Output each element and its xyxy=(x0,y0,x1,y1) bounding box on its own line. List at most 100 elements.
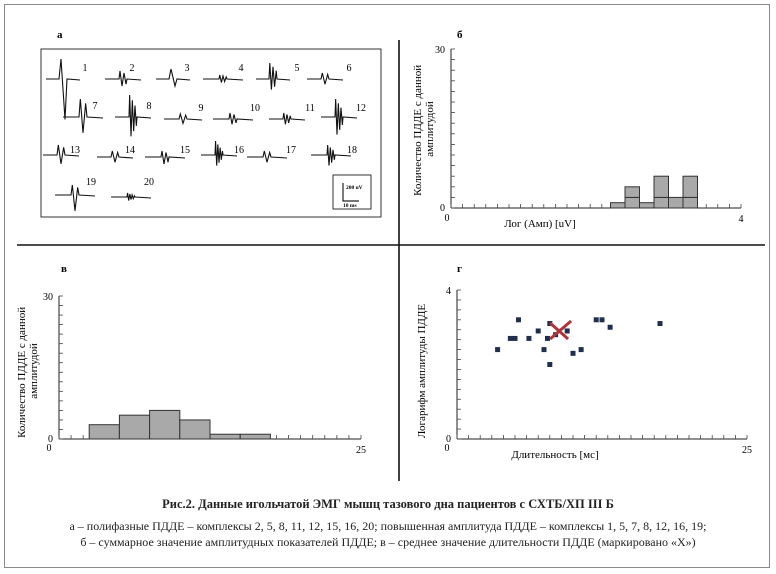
b-bar xyxy=(653,196,669,209)
emg-complex-label: 13 xyxy=(70,145,80,156)
emg-complex-label: 1 xyxy=(83,63,88,74)
emg-frame xyxy=(40,48,382,218)
d-point xyxy=(657,321,663,327)
emg-complex-label: 17 xyxy=(286,145,296,156)
d-point xyxy=(547,362,553,367)
panel-label-d: г xyxy=(457,263,462,275)
caption-line1: а – полифазные ПДДЕ – комплексы 2, 5, 8,… xyxy=(69,519,707,533)
d-point xyxy=(578,347,584,353)
c-bar xyxy=(118,414,151,440)
emg-trace xyxy=(321,98,358,135)
emg-trace xyxy=(201,140,238,166)
b-y-axis-label-line1: Количество ПДДЕ с данной xyxy=(412,65,424,196)
emg-trace xyxy=(55,184,96,211)
emg-trace xyxy=(256,62,291,90)
d-y-tick-label: 4 xyxy=(446,286,451,297)
emg-complex-label: 14 xyxy=(125,145,135,156)
d-point xyxy=(515,317,521,323)
b-bar-stacked xyxy=(653,175,669,198)
d-point xyxy=(541,347,547,353)
scale-time-label: 10 ms xyxy=(343,203,357,209)
emg-trace xyxy=(43,144,80,164)
b-bar-stacked xyxy=(682,175,698,198)
d-mean-marker xyxy=(549,319,573,341)
b-bar xyxy=(624,196,640,209)
d-point xyxy=(593,317,599,323)
b-bar xyxy=(668,196,684,209)
emg-complex-label: 20 xyxy=(144,177,154,188)
caption-line2: б – суммарное значение амплитудных показ… xyxy=(80,535,696,549)
d-point xyxy=(607,324,613,330)
emg-trace xyxy=(111,192,152,201)
c-y-axis-label-line2: амплитудой xyxy=(28,343,40,399)
panel-label-c: в xyxy=(61,263,67,275)
emg-trace xyxy=(156,68,191,89)
b-x-tick-label-zero: 0 xyxy=(445,213,450,224)
emg-complex-label: 5 xyxy=(295,63,300,74)
b-bar xyxy=(639,202,655,209)
c-bar xyxy=(149,409,181,440)
emg-trace xyxy=(269,112,306,125)
emg-complex-label: 12 xyxy=(356,103,366,114)
c-y-axis-label-line1: Количество ПДДЕ с данной xyxy=(16,307,28,438)
b-x-axis-label: Лог (Амп) [uV] xyxy=(504,218,576,230)
emg-trace xyxy=(213,112,254,125)
emg-complex-label: 4 xyxy=(239,63,244,74)
emg-trace xyxy=(311,144,352,166)
b-y-tick-label: 30 xyxy=(435,45,445,56)
emg-complex-label: 7 xyxy=(93,101,98,112)
c-bar xyxy=(239,433,271,440)
c-x-tick-label-zero: 0 xyxy=(47,443,52,454)
scale-bar xyxy=(342,183,359,202)
emg-trace xyxy=(164,111,203,126)
panel-label-b: б xyxy=(457,29,463,41)
emg-trace xyxy=(203,73,244,84)
d-point xyxy=(570,350,576,356)
b-y-axis-label-line2: амплитудой xyxy=(424,101,436,157)
d-point xyxy=(512,335,518,341)
emg-traces xyxy=(43,58,358,211)
figure: а б в г 1 2 3 4 5 6 7 8 9 10 11 12 13 14 15 16 17 18 19 20 … xyxy=(4,4,770,568)
d-point xyxy=(507,335,513,341)
c-bar xyxy=(88,424,120,440)
d-point xyxy=(564,328,570,334)
scale-amplitude-label: 200 uV xyxy=(346,185,363,191)
emg-complex-label: 8 xyxy=(147,101,152,112)
emg-complex-label: 2 xyxy=(130,63,135,74)
b-x-tick-label: 4 xyxy=(739,214,744,225)
emg-complex-label: 16 xyxy=(234,145,244,156)
b-bar-stacked xyxy=(624,186,640,198)
emg-trace xyxy=(307,72,344,85)
emg-trace xyxy=(145,150,186,165)
emg-complex-label: 9 xyxy=(199,103,204,114)
c-bar xyxy=(179,419,211,440)
scale-bar-box xyxy=(332,174,372,210)
c-x-tick-label: 25 xyxy=(356,445,366,456)
d-point xyxy=(535,328,541,334)
emg-complex-label: 10 xyxy=(250,103,260,114)
panel-d-scatter: Логарифм амплитуды ПДДЕ Длительность [мс… xyxy=(416,286,752,461)
d-mean-marker-stroke xyxy=(549,319,573,341)
d-y-axis-label: Логарифм амплитуды ПДДЕ xyxy=(416,304,428,439)
emg-complex-label: 11 xyxy=(305,103,315,114)
d-point xyxy=(526,335,532,341)
emg-trace xyxy=(105,70,142,87)
c-y-tick-label: 0 xyxy=(48,434,53,445)
emg-trace xyxy=(247,150,288,163)
d-x-axis-label: Длительность [мс] xyxy=(511,449,598,461)
d-point xyxy=(495,347,501,353)
c-y-tick-label: 30 xyxy=(43,292,53,303)
panel-b-histogram: Количество ПДДЕ с данной амплитудой Лог … xyxy=(412,45,744,230)
panel-c-histogram: Количество ПДДЕ с данной амплитудой 0 30 2… xyxy=(16,292,366,456)
d-point xyxy=(544,335,550,341)
emg-trace xyxy=(46,58,81,120)
panel-label-a: а xyxy=(57,29,63,41)
emg-complex-label: 19 xyxy=(86,177,96,188)
emg-trace xyxy=(63,98,104,133)
c-y-axis-label: Количество ПДДЕ с данной амплитудой xyxy=(16,304,40,438)
caption-title: Рис.2. Данные игольчатой ЭМГ мышц тазово… xyxy=(162,497,614,511)
d-y-tick-label: 0 xyxy=(446,434,451,445)
